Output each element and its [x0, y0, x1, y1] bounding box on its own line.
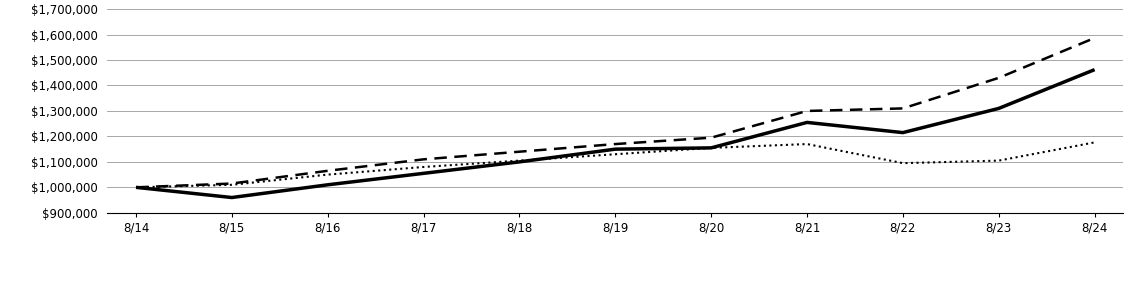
Bloomberg U.S. Aggregate Bond Index - $1,176,541 — [800, 142, 814, 146]
Bloomberg U.S. Aggregate Bond Index - $1,176,541 — [609, 152, 622, 156]
Floating Rate Income Fund Class R6 - $1,462,274 — [992, 107, 1006, 110]
Bloomberg U.S. Aggregate Bond Index - $1,176,541 — [513, 159, 526, 162]
Morningstar LSTA US Leveraged Loan Index - $1,586,734 — [321, 169, 334, 173]
Morningstar LSTA US Leveraged Loan Index - $1,586,734 — [417, 157, 430, 161]
Bloomberg U.S. Aggregate Bond Index - $1,176,541 — [129, 185, 142, 189]
Floating Rate Income Fund Class R6 - $1,462,274 — [417, 171, 430, 175]
Morningstar LSTA US Leveraged Loan Index - $1,586,734 — [704, 136, 718, 140]
Morningstar LSTA US Leveraged Loan Index - $1,586,734 — [129, 185, 142, 189]
Floating Rate Income Fund Class R6 - $1,462,274 — [800, 121, 814, 124]
Bloomberg U.S. Aggregate Bond Index - $1,176,541 — [992, 159, 1006, 162]
Floating Rate Income Fund Class R6 - $1,462,274 — [609, 147, 622, 151]
Floating Rate Income Fund Class R6 - $1,462,274 — [129, 185, 142, 189]
Bloomberg U.S. Aggregate Bond Index - $1,176,541 — [896, 161, 910, 165]
Morningstar LSTA US Leveraged Loan Index - $1,586,734 — [513, 150, 526, 154]
Morningstar LSTA US Leveraged Loan Index - $1,586,734 — [1088, 36, 1102, 40]
Floating Rate Income Fund Class R6 - $1,462,274 — [1088, 68, 1102, 71]
Floating Rate Income Fund Class R6 - $1,462,274 — [513, 160, 526, 164]
Bloomberg U.S. Aggregate Bond Index - $1,176,541 — [417, 165, 430, 169]
Floating Rate Income Fund Class R6 - $1,462,274 — [321, 183, 334, 187]
Morningstar LSTA US Leveraged Loan Index - $1,586,734 — [800, 109, 814, 113]
Bloomberg U.S. Aggregate Bond Index - $1,176,541 — [1088, 140, 1102, 144]
Bloomberg U.S. Aggregate Bond Index - $1,176,541 — [704, 146, 718, 150]
Floating Rate Income Fund Class R6 - $1,462,274 — [225, 196, 238, 199]
Bloomberg U.S. Aggregate Bond Index - $1,176,541 — [225, 183, 238, 187]
Floating Rate Income Fund Class R6 - $1,462,274 — [704, 146, 718, 150]
Bloomberg U.S. Aggregate Bond Index - $1,176,541 — [321, 173, 334, 176]
Line: Morningstar LSTA US Leveraged Loan Index - $1,586,734: Morningstar LSTA US Leveraged Loan Index… — [135, 38, 1095, 187]
Morningstar LSTA US Leveraged Loan Index - $1,586,734 — [896, 107, 910, 110]
Morningstar LSTA US Leveraged Loan Index - $1,586,734 — [992, 76, 1006, 80]
Line: Floating Rate Income Fund Class R6 - $1,462,274: Floating Rate Income Fund Class R6 - $1,… — [135, 70, 1095, 198]
Morningstar LSTA US Leveraged Loan Index - $1,586,734 — [225, 182, 238, 185]
Morningstar LSTA US Leveraged Loan Index - $1,586,734 — [609, 142, 622, 146]
Line: Bloomberg U.S. Aggregate Bond Index - $1,176,541: Bloomberg U.S. Aggregate Bond Index - $1… — [135, 142, 1095, 187]
Floating Rate Income Fund Class R6 - $1,462,274 — [896, 131, 910, 134]
